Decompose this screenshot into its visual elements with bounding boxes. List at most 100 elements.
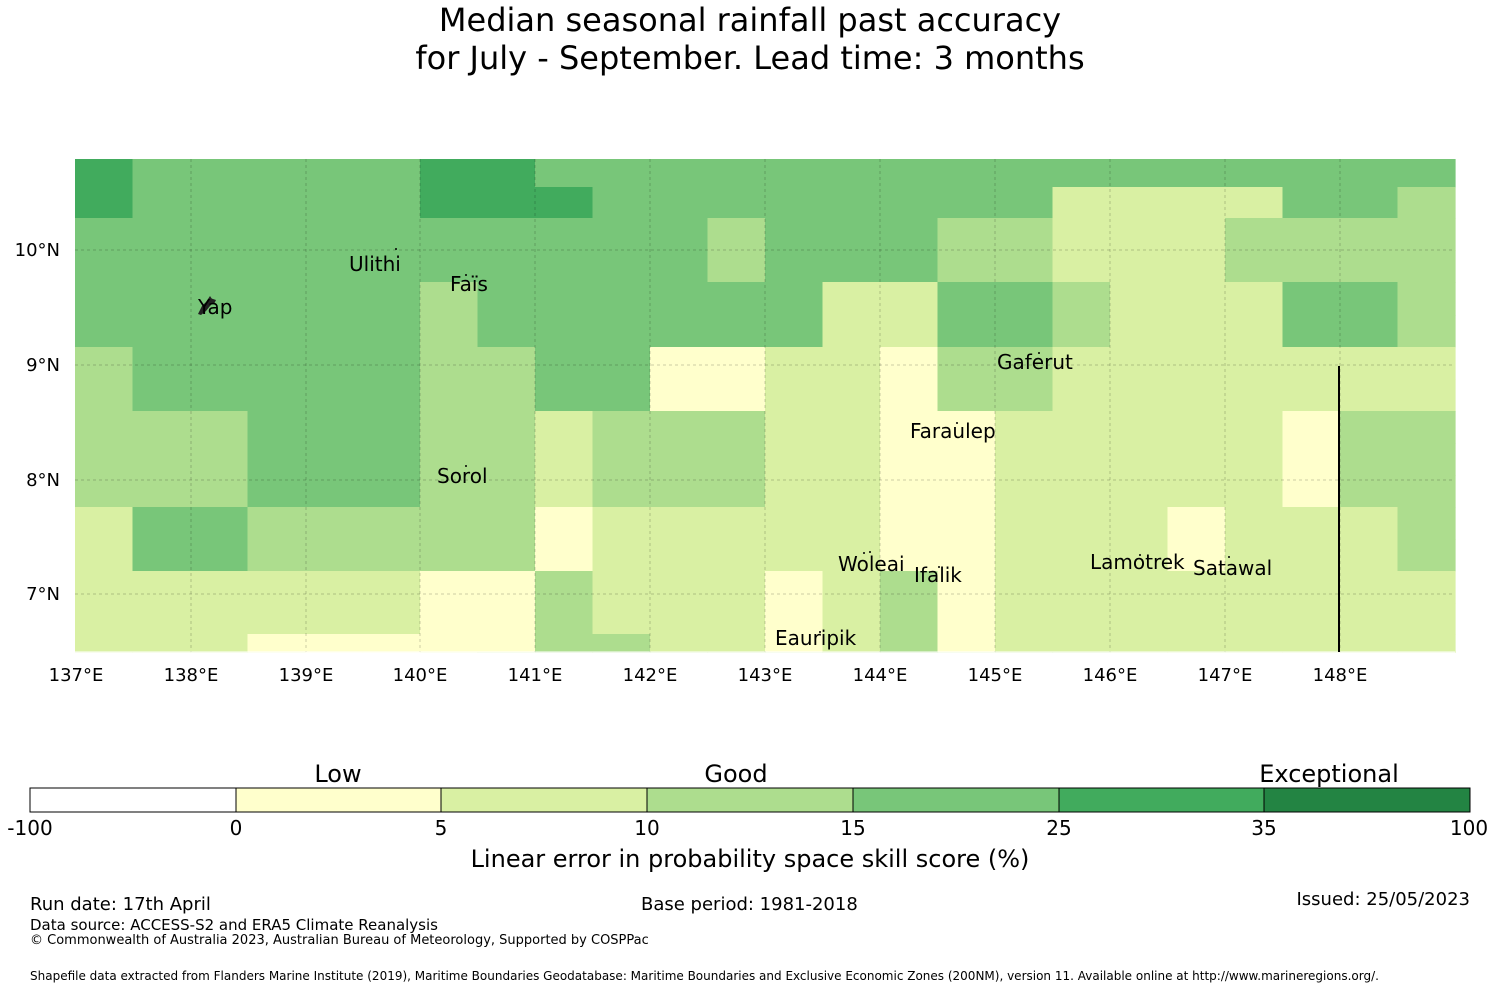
skill-cell (592, 539, 651, 572)
legend-color-swatch (1059, 788, 1264, 812)
skill-cell (707, 218, 766, 251)
skill-cell (1167, 634, 1226, 653)
skill-cell (190, 507, 249, 540)
skill-cell (132, 282, 191, 316)
skill-cell (1282, 571, 1341, 604)
skill-cell (822, 315, 881, 348)
skill-cell (1110, 159, 1169, 188)
skill-cell (1397, 507, 1456, 540)
skill-cell (707, 379, 766, 412)
skill-cell (1397, 282, 1456, 316)
skill-cell (650, 475, 709, 508)
skill-cell (707, 603, 766, 635)
lon-label-144e: 144°E (853, 665, 908, 686)
skill-cell (132, 159, 191, 188)
skill-cell (592, 507, 651, 540)
skill-cell (477, 159, 536, 188)
skill-cell (477, 507, 536, 540)
skill-cell (937, 159, 996, 188)
skill-cell (1225, 379, 1284, 412)
skill-cell (1167, 347, 1226, 380)
skill-cell (822, 282, 881, 316)
skill-cell (1397, 159, 1456, 188)
skill-cell (1282, 603, 1341, 635)
data-source: Data source: ACCESS-S2 and ERA5 Climate … (30, 916, 438, 934)
skill-cell (880, 507, 939, 540)
skill-cell (190, 315, 249, 348)
skill-cell (880, 634, 939, 653)
skill-cell (1282, 634, 1341, 653)
skill-cell (1397, 187, 1456, 219)
skill-cell (362, 443, 421, 476)
skill-cell (420, 218, 479, 251)
skill-cell (75, 315, 134, 348)
skill-cell (477, 315, 536, 348)
skill-cell (592, 159, 651, 188)
skill-cell (1110, 603, 1169, 635)
skill-cell (765, 218, 824, 251)
skill-cell (305, 187, 364, 219)
skill-cell (1110, 250, 1169, 283)
skill-cell (592, 315, 651, 348)
place-label-eauripik: Eauripik (775, 626, 857, 650)
island-dots (395, 248, 1230, 633)
skill-cell (995, 315, 1054, 348)
skill-cell (1052, 187, 1111, 219)
skill-cell (1110, 634, 1169, 653)
skill-cell (477, 282, 536, 316)
skill-cell (995, 379, 1054, 412)
skill-cell (765, 443, 824, 476)
skill-cell (1052, 315, 1111, 348)
skill-cell (535, 539, 594, 572)
skill-cell (650, 634, 709, 653)
lon-label-141e: 141°E (508, 665, 563, 686)
skill-cell (1052, 218, 1111, 251)
copyright-notice: © Commonwealth of Australia 2023, Austra… (30, 933, 649, 948)
skill-cell (132, 250, 191, 283)
skill-cell (420, 379, 479, 412)
skill-cell (1282, 443, 1341, 476)
skill-cell (1397, 379, 1456, 412)
skill-cell (1340, 159, 1399, 188)
skill-cell (880, 443, 939, 476)
skill-cell (132, 187, 191, 219)
skill-cell (1282, 411, 1341, 444)
skill-cell (362, 282, 421, 316)
skill-cell (1052, 571, 1111, 604)
skill-cell (937, 603, 996, 635)
skill-cell (822, 187, 881, 219)
skill-cell (362, 379, 421, 412)
base-period: Base period: 1981-2018 (641, 894, 858, 915)
skill-cell (305, 507, 364, 540)
skill-cell (420, 507, 479, 540)
skill-cell (247, 571, 306, 604)
skill-cell (1282, 347, 1341, 380)
skill-cell (132, 218, 191, 251)
skill-cell (995, 250, 1054, 283)
skill-cell (592, 347, 651, 380)
skill-cell (592, 571, 651, 604)
skill-cell (1167, 443, 1226, 476)
skill-cell (1225, 539, 1284, 572)
skill-cell (650, 443, 709, 476)
skill-cell (1225, 347, 1284, 380)
skill-cell (1225, 411, 1284, 444)
skill-cell (1397, 315, 1456, 348)
skill-cell (937, 218, 996, 251)
skill-cell (1167, 282, 1226, 316)
skill-cell (592, 379, 651, 412)
map-title-line-2: for July - September. Lead time: 3 month… (415, 39, 1085, 77)
skill-cell (1225, 443, 1284, 476)
skill-cell (362, 250, 421, 283)
skill-cell (937, 443, 996, 476)
skill-cell (937, 187, 996, 219)
skill-cell (535, 634, 594, 653)
skill-cell (132, 347, 191, 380)
skill-cell (535, 187, 594, 219)
skill-cell (132, 507, 191, 540)
lon-label-145e: 145°E (968, 665, 1023, 686)
skill-cell (1225, 187, 1284, 219)
skill-cell (880, 379, 939, 412)
skill-cell (190, 218, 249, 251)
